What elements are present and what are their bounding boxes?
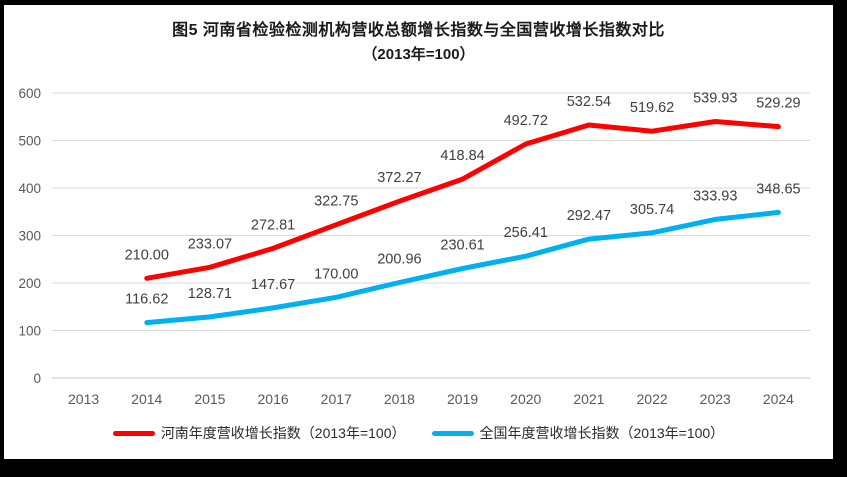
x-tick-label: 2021 [573, 391, 604, 407]
data-label: 539.93 [693, 91, 737, 107]
x-tick-label: 2020 [510, 391, 541, 407]
x-tick-label: 2024 [763, 391, 794, 407]
data-label: 170.00 [314, 266, 358, 282]
x-tick-label: 2018 [384, 391, 415, 407]
x-tick-label: 2019 [447, 391, 478, 407]
data-label: 519.62 [630, 100, 674, 116]
chart-subtitle: （2013年=100） [362, 46, 475, 63]
legend-label-national: 全国年度营收增长指数（2013年=100） [479, 425, 725, 441]
x-tick-label: 2014 [131, 391, 162, 407]
data-label: 529.29 [756, 96, 800, 112]
legend-swatch-henan-icon [112, 430, 155, 436]
y-tick-label: 100 [18, 324, 41, 339]
data-label: 272.81 [251, 217, 295, 233]
data-label: 256.41 [504, 225, 548, 241]
x-tick-label: 2013 [68, 391, 99, 407]
data-label: 492.72 [504, 113, 548, 129]
series-line-henan [144, 119, 781, 281]
x-tick-label: 2023 [700, 391, 731, 407]
x-tick-label: 2016 [258, 391, 289, 407]
y-tick-label: 600 [18, 86, 41, 101]
data-label: 233.07 [188, 236, 232, 252]
chart-frame: 图5 河南省检验检测机构营收总额增长指数与全国营收增长指数对比 （2013年=1… [4, 5, 833, 459]
x-tick-label: 2022 [637, 391, 668, 407]
y-tick-label: 500 [18, 134, 41, 149]
chart-title-block: 图5 河南省检验检测机构营收总额增长指数与全国营收增长指数对比 （2013年=1… [4, 5, 833, 66]
series-line-national [144, 209, 781, 326]
data-label: 128.71 [188, 286, 232, 302]
legend-item-henan: 河南年度营收增长指数（2013年=100） [112, 423, 406, 443]
legend-label-henan: 河南年度营收增长指数（2013年=100） [160, 425, 406, 441]
plot-area: 0 100 200 300 400 500 600 2013 2014 2015 2016 2017 2… [18, 86, 810, 407]
x-tick-label: 2017 [321, 391, 352, 407]
data-label: 116.62 [125, 292, 168, 308]
chart-title: 图5 河南省检验检测机构营收总额增长指数与全国营收增长指数对比 [172, 22, 665, 39]
data-label: 292.47 [567, 208, 611, 224]
data-label: 532.54 [567, 94, 611, 110]
data-label: 200.96 [377, 252, 421, 268]
data-label: 322.75 [314, 194, 358, 210]
x-tick-label: 2015 [194, 391, 225, 407]
data-label: 333.93 [693, 188, 737, 204]
data-label: 210.00 [125, 247, 169, 263]
data-label: 230.61 [440, 237, 484, 253]
y-tick-label: 300 [18, 229, 41, 244]
data-label: 372.27 [377, 170, 421, 186]
legend-swatch-national-icon [431, 430, 474, 436]
y-tick-label: 200 [18, 276, 41, 291]
legend-item-national: 全国年度营收增长指数（2013年=100） [431, 423, 725, 443]
legend: 河南年度营收增长指数（2013年=100） 全国年度营收增长指数（2013年=1… [4, 423, 833, 443]
y-tick-label: 400 [18, 181, 41, 196]
data-label: 305.74 [630, 202, 674, 218]
y-tick-label: 0 [33, 371, 41, 386]
data-label: 418.84 [440, 148, 484, 164]
data-label: 147.67 [251, 277, 295, 293]
data-label: 348.65 [756, 181, 800, 197]
